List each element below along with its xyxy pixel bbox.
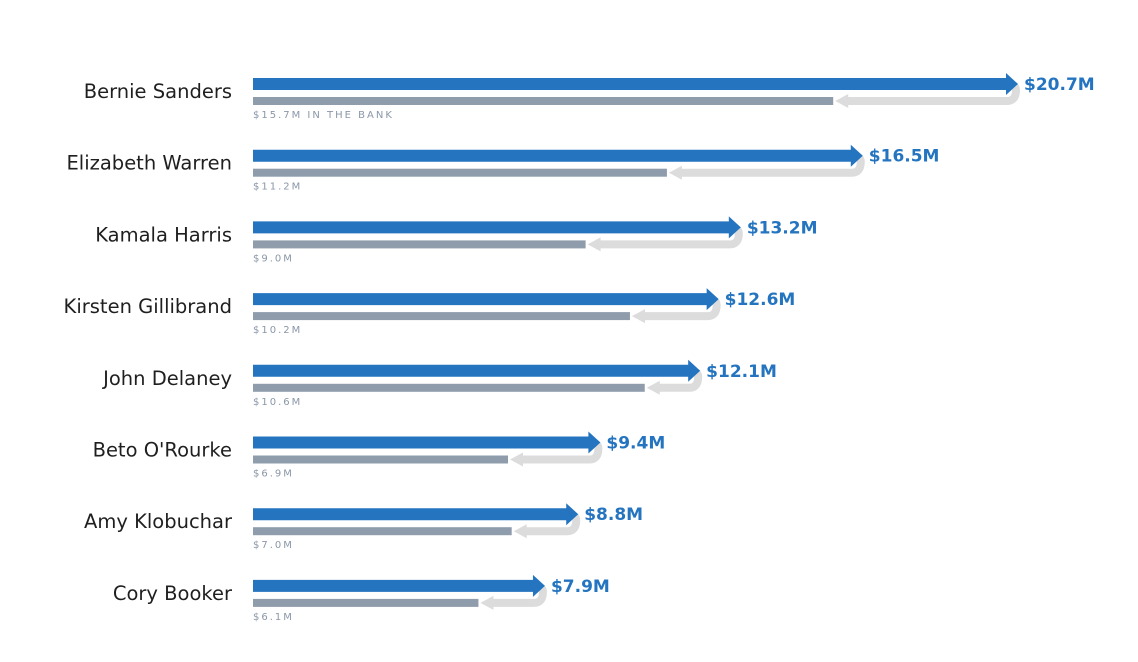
raised-value-label: $12.1M [706,362,777,382]
candidate-row: Elizabeth Warren $16.5M $11.2M [66,144,940,193]
bank-bar [253,455,508,464]
bank-value-label: $7.0M [253,540,294,551]
spent-arrowhead [835,94,849,108]
bank-value-label: $10.6M [253,397,302,408]
bank-bar [253,598,479,607]
bank-value-label: $15.7M IN THE BANK [253,110,394,121]
spent-arrowhead [513,524,527,539]
spent-arrowhead [646,380,660,395]
candidate-name: Beto O'Rourke [93,439,232,462]
candidate-row: Kamala Harris $13.2M $9.0M [95,216,818,264]
raised-bar [253,359,701,382]
bank-bar [253,527,512,536]
candidate-name: Cory Booker [113,582,233,605]
candidate-name: Amy Klobuchar [84,510,233,533]
candidate-name: Bernie Sanders [84,80,232,103]
spent-arrowhead [480,595,494,610]
bank-value-label: $11.2M [253,182,302,193]
raised-bar [253,144,863,167]
candidate-row: Bernie Sanders $20.7M $15.7M IN THE BANK [84,73,1095,121]
bank-bar [253,240,586,249]
candidate-name: John Delaney [101,367,232,390]
raised-bar [253,216,741,239]
candidate-name: Elizabeth Warren [66,152,232,175]
raised-bar [253,431,601,454]
bank-value-label: $6.1M [253,612,294,623]
candidate-row: Kirsten Gillibrand $12.6M $10.2M [64,288,796,336]
raised-value-label: $16.5M [869,147,940,167]
bank-value-label: $6.9M [253,469,294,480]
raised-bar [253,73,1018,95]
candidate-row: Cory Booker $7.9M $6.1M [113,574,610,623]
candidate-row: John Delaney $12.1M $10.6M [101,359,777,408]
bank-bar [253,312,630,321]
spent-arrowhead [668,165,682,180]
bank-bar [253,383,645,392]
candidate-name: Kirsten Gillibrand [64,295,232,318]
candidate-name: Kamala Harris [95,223,232,246]
bank-bar [253,97,834,105]
candidate-row: Beto O'Rourke $9.4M $6.9M [93,431,665,480]
spent-arrowhead [587,237,601,252]
raised-bar [253,288,719,311]
spent-arrowhead [631,309,645,324]
raised-value-label: $12.6M [725,290,796,310]
raised-bar [253,503,579,526]
candidate-row: Amy Klobuchar $8.8M $7.0M [84,503,643,551]
bank-bar [253,168,667,177]
bank-value-label: $10.2M [253,325,302,336]
raised-value-label: $8.8M [584,505,643,525]
raised-value-label: $13.2M [747,218,818,238]
raised-bar [253,574,545,597]
spent-arrowhead [510,452,523,467]
raised-value-label: $20.7M [1024,75,1095,95]
raised-value-label: $7.9M [551,577,610,597]
raised-value-label: $9.4M [606,434,665,454]
bank-value-label: $9.0M [253,253,294,264]
